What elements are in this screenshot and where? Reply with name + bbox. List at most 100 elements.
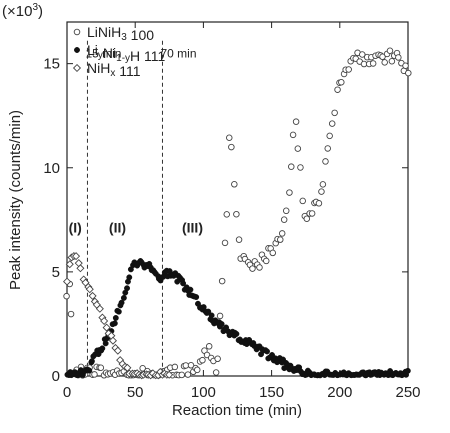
legend-entry: LiyNi1-yH 111	[74, 42, 166, 64]
legend-entry: NiHx 111	[72, 60, 141, 79]
data-point	[214, 355, 221, 363]
data-point	[95, 304, 104, 313]
reference-line-label: 70 min	[160, 46, 196, 60]
y-multiplier: (×103)	[2, 2, 43, 20]
series-3	[63, 252, 174, 380]
x-tick-label: 250	[395, 384, 420, 401]
data-point	[221, 239, 229, 247]
data-point	[280, 216, 288, 223]
legend-entry: LiNiH3 100	[73, 24, 154, 43]
data-point	[326, 132, 333, 140]
data-point	[404, 367, 411, 374]
data-point	[334, 86, 341, 93]
data-point	[63, 277, 72, 286]
series-2	[64, 258, 411, 379]
data-point	[379, 53, 386, 61]
data-point	[212, 369, 220, 376]
series-1	[63, 47, 412, 379]
data-point	[338, 78, 345, 86]
data-point	[386, 47, 394, 54]
y-tick-label: 5	[52, 264, 60, 281]
region-label: (II)	[109, 219, 126, 235]
data-point	[208, 312, 215, 319]
legend-label: LiyNi1-yH 111	[87, 42, 166, 64]
data-point	[72, 252, 81, 261]
data-point	[216, 312, 224, 320]
data-point	[235, 236, 243, 243]
y-tick-label: 0	[52, 368, 60, 385]
data-point	[76, 264, 85, 273]
data-point	[233, 330, 240, 337]
plot-frame-group	[66, 21, 409, 377]
data-point	[205, 308, 212, 315]
data-point	[102, 340, 109, 347]
legend-label: NiHx 111	[87, 60, 141, 79]
data-point	[126, 274, 133, 281]
region-label: (I)	[69, 219, 82, 235]
data-point	[282, 207, 290, 215]
data-point	[308, 210, 316, 217]
data-point	[388, 58, 396, 65]
data-point	[218, 321, 225, 327]
data-point	[165, 370, 174, 379]
data-point	[231, 181, 238, 188]
reference-line-label: 15 min	[85, 46, 121, 60]
data-point	[297, 164, 304, 171]
data-point	[63, 292, 70, 300]
data-point	[113, 346, 122, 355]
data-point	[193, 366, 201, 374]
x-tick-label: 200	[327, 384, 352, 401]
x-tick-label: 150	[259, 384, 284, 401]
data-point	[67, 310, 75, 318]
data-point	[288, 163, 295, 170]
data-point	[205, 343, 213, 350]
data-point	[199, 356, 206, 364]
data-point	[88, 358, 95, 365]
y-tick-label: 15	[43, 56, 60, 73]
data-point	[193, 294, 200, 300]
data-point	[108, 336, 117, 345]
data-point	[118, 299, 125, 306]
data-point	[85, 285, 94, 294]
data-point	[99, 345, 106, 352]
data-point	[381, 59, 388, 66]
data-point	[278, 230, 286, 237]
data-point	[395, 54, 402, 61]
data-point	[402, 62, 409, 70]
data-point	[218, 277, 226, 285]
data-point	[180, 280, 187, 287]
y-axis-title: Peak intensity (counts/min)	[7, 110, 24, 290]
data-point	[112, 315, 119, 321]
data-point	[102, 323, 111, 332]
data-point	[303, 215, 311, 222]
data-point	[91, 371, 98, 378]
data-point	[249, 265, 256, 272]
data-point	[315, 200, 323, 207]
data-point	[359, 51, 366, 58]
legend-marker	[73, 28, 81, 36]
x-axis-title: Reaction time (min)	[172, 402, 302, 419]
data-point	[226, 134, 233, 142]
data-point	[97, 364, 105, 372]
data-point	[100, 316, 109, 326]
data-point	[322, 158, 329, 165]
data-point	[88, 291, 97, 300]
data-point	[345, 66, 352, 73]
y-tick-labels: 0 5 10 15	[43, 56, 60, 385]
data-point	[264, 348, 270, 355]
reference-lines: 15 min 70 min (I) (II) (III)	[69, 40, 203, 376]
data-point	[187, 362, 195, 369]
data-point	[65, 260, 74, 269]
data-point	[299, 197, 306, 205]
data-point	[292, 118, 300, 125]
data-point	[256, 264, 263, 271]
data-point	[318, 188, 325, 195]
data-point	[263, 257, 270, 265]
data-point	[405, 69, 412, 77]
data-point	[294, 145, 302, 152]
data-point	[187, 286, 194, 293]
legend-label: LiNiH3 100	[87, 24, 154, 43]
data-point	[139, 365, 146, 372]
